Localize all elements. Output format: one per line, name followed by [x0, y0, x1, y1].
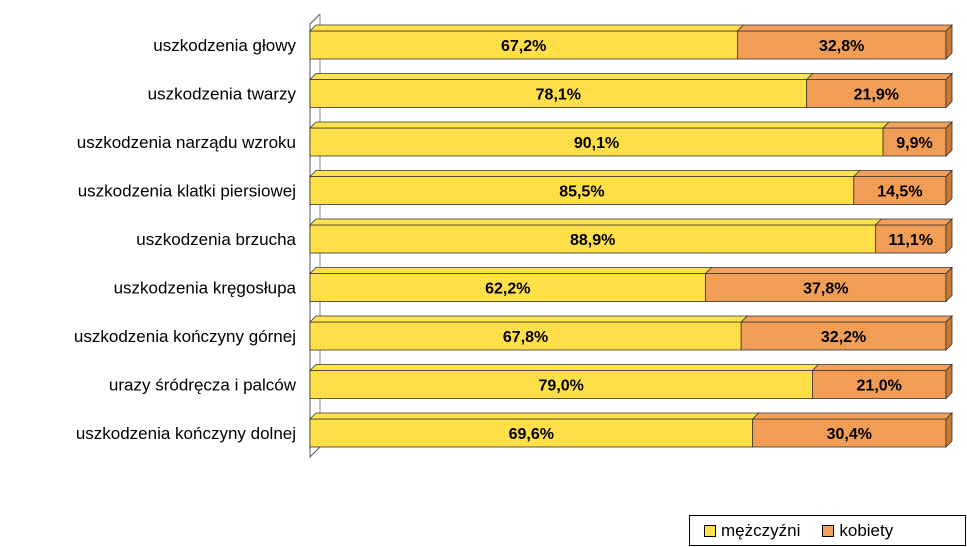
bar-women	[853, 176, 947, 205]
bar-men-top	[309, 218, 883, 226]
bar-men	[309, 176, 855, 205]
value-label-women: 32,2%	[821, 329, 866, 346]
bar-men-top	[309, 412, 760, 420]
bar-women	[882, 127, 947, 157]
legend: mężczyźni kobiety	[689, 515, 966, 546]
bar-side	[945, 363, 953, 400]
bar-men-top	[309, 121, 891, 129]
bar-men-top	[309, 267, 713, 274]
bar-men	[309, 224, 876, 254]
bar-men-top	[309, 170, 861, 177]
value-label-men: 90,1%	[574, 135, 619, 152]
bar-side	[945, 169, 953, 206]
bar-women-top	[736, 24, 953, 32]
bar-women	[806, 79, 947, 108]
value-label-men: 78,1%	[536, 87, 581, 104]
bar-side	[945, 121, 953, 157]
value-label-women: 11,1%	[888, 232, 932, 249]
bar-men-top	[309, 73, 814, 80]
category-label: uszkodzenia narządu wzroku	[77, 133, 296, 152]
category-label: uszkodzenia brzucha	[136, 230, 296, 249]
value-label-men: 69,6%	[509, 426, 554, 443]
category-label: uszkodzenia klatki piersiowej	[78, 182, 296, 201]
bar-side	[945, 412, 953, 448]
bar-men	[309, 273, 706, 302]
bar-men	[309, 418, 754, 448]
value-label-women: 21,0%	[857, 378, 902, 395]
value-label-women: 37,8%	[803, 281, 848, 298]
category-label: uszkodzenia kończyny dolnej	[76, 424, 296, 443]
bar-women-top	[751, 412, 953, 420]
value-label-men: 62,2%	[485, 281, 530, 298]
category-label: urazy śródręcza i palców	[109, 376, 297, 395]
bar-men-top	[309, 364, 820, 371]
bar-side	[945, 218, 953, 254]
category-label: uszkodzenia kończyny górnej	[74, 327, 296, 346]
bar-women-top	[805, 73, 953, 80]
value-label-men: 67,2%	[501, 38, 546, 55]
legend-swatch-men	[704, 524, 716, 537]
bar-women-top	[852, 170, 953, 177]
legend-label-women: kobiety	[839, 520, 894, 540]
legend-label-men: mężczyźni	[721, 520, 801, 540]
category-label: uszkodzenia twarzy	[148, 85, 297, 104]
value-label-men: 85,5%	[559, 184, 604, 201]
bar-men	[309, 321, 742, 351]
bar-women-top	[740, 315, 953, 323]
bar-men-top	[309, 315, 749, 323]
bar-women	[752, 418, 947, 448]
bar-men-top	[309, 24, 745, 32]
value-label-women: 21,9%	[854, 87, 899, 104]
legend-swatch-women	[822, 524, 835, 537]
value-label-women: 9,9%	[896, 135, 932, 152]
legend-item-women: kobiety	[822, 521, 893, 541]
bar-men	[309, 79, 808, 108]
bar-side	[945, 24, 953, 60]
bar-women	[740, 321, 947, 351]
legend-item-men: mężczyźni	[704, 521, 800, 541]
bar-men	[309, 30, 738, 60]
bar-women-top	[882, 121, 953, 129]
value-label-women: 30,4%	[827, 426, 872, 443]
bar-side	[945, 72, 953, 109]
bar-chart: uszkodzenia głowy 67,2% 32,8% uszkodzenia t…	[74, 13, 953, 459]
bar-men	[309, 370, 813, 399]
bar-women	[812, 370, 947, 399]
bar-side	[945, 266, 953, 303]
category-label: uszkodzenia głowy	[153, 36, 296, 55]
value-label-men: 67,8%	[503, 329, 548, 346]
bar-women-top	[874, 218, 953, 226]
value-label-women: 14,5%	[877, 184, 922, 201]
value-label-men: 88,9%	[570, 232, 615, 249]
bar-women-top	[811, 364, 953, 371]
bar-side	[945, 315, 953, 351]
category-label: uszkodzenia kręgosłupa	[114, 279, 297, 298]
bar-women	[705, 273, 947, 302]
value-label-women: 32,8%	[819, 38, 864, 55]
value-label-men: 79,0%	[539, 378, 584, 395]
bar-women-top	[704, 267, 953, 274]
